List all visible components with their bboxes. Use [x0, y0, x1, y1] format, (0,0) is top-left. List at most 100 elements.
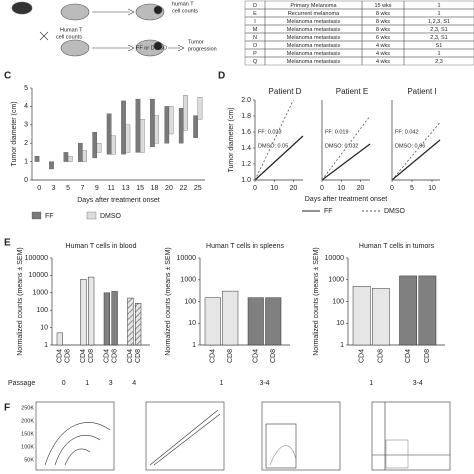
y-tick-label: 100 [36, 307, 48, 314]
flow-tick-label: 50K [24, 457, 34, 463]
y-tick-label: 1.0 [241, 177, 251, 184]
y-tick-label: 1000 [180, 277, 196, 284]
bar [121, 100, 126, 155]
legend-swatch [86, 211, 97, 220]
y-axis-label: Normalized counts (means ± SEM) [165, 247, 172, 356]
mouse-label: Human T [60, 27, 83, 33]
bar [80, 279, 87, 346]
x-tick-label: CD4 [80, 349, 87, 363]
flow-tick-label: 100K [21, 444, 34, 450]
table-text: 8 wks [376, 11, 390, 17]
bar [67, 155, 73, 162]
legend-swatch [31, 211, 42, 220]
x-tick-label: 10 [337, 185, 345, 192]
outcome-label: Tumor [188, 39, 204, 45]
chart-title: Human T cells in tumors [359, 243, 435, 250]
x-tick-label: CD8 [64, 349, 71, 363]
chart-title: Human T cells in blood [66, 243, 137, 250]
table-text: 2,3, S1 [430, 35, 447, 41]
mouse-label: cell counts [56, 34, 82, 40]
treatment-label: FF or DMSO [136, 45, 168, 51]
group-label: 1 [220, 380, 224, 387]
table-text: 2,3 [435, 59, 443, 65]
x-tick-label: 3 [52, 185, 56, 192]
chart-title: Human T cells in spleens [206, 243, 284, 250]
line [254, 99, 294, 181]
y-tick-label: 2.0 [241, 97, 251, 104]
y-tick-label: 3 [24, 122, 28, 129]
y-tick-label: 1.6 [241, 129, 251, 136]
y-tick-label: 1000 [328, 277, 344, 284]
y-tick-label: 1 [24, 158, 28, 165]
chart-title: Patient D [269, 87, 302, 96]
table-text: 4 wks [376, 59, 390, 65]
bar [150, 98, 155, 148]
annotation: FF: 0.042 [395, 129, 419, 135]
bar [103, 292, 110, 346]
y-tick-label: 100 [332, 298, 344, 305]
table-text: Recurrent melanoma [288, 11, 340, 17]
chart-title: Patient E [336, 87, 368, 96]
chart-title: Patient I [407, 87, 436, 96]
y-tick-label: 1.8 [241, 113, 251, 120]
group-label: 1 [369, 380, 373, 387]
annotation: DMSO: 0.06 [395, 143, 425, 149]
x-tick-label: 22 [179, 185, 187, 192]
table-text: 1 [437, 3, 440, 9]
table-text: 4 wks [376, 43, 390, 49]
y-axis-label: Normalized counts (means ± SEM) [313, 247, 320, 356]
table-text: O [253, 43, 258, 49]
table-text: N [253, 35, 257, 41]
legend-label: FF [324, 208, 333, 215]
x-axis-label: Days after treatment onset [77, 197, 160, 204]
table-text: 8 wks [376, 27, 390, 33]
table-text: S1 [436, 43, 443, 49]
bar [204, 297, 221, 346]
x-tick-label: CD8 [270, 349, 277, 363]
group-label: 1 [85, 380, 89, 387]
y-tick-label: 10 [40, 324, 48, 331]
y-tick-label: 2 [24, 140, 28, 147]
table-text: D [253, 3, 257, 9]
x-tick-label: 10 [270, 185, 278, 192]
group-label: 3 [109, 380, 113, 387]
annotation: DMSO: 0.05 [258, 143, 288, 149]
x-tick-label: 0 [320, 185, 324, 192]
group-title: Passage [8, 380, 35, 387]
x-tick-label: 0 [37, 185, 41, 192]
annotation: FF: 0.019 [325, 129, 349, 135]
table-text: 6 wks [376, 35, 390, 41]
x-tick-label: 9 [95, 185, 99, 192]
table-text: Melanoma metastasis [287, 59, 341, 65]
table-text: Melanoma metastasis [287, 19, 341, 25]
schematic [11, 1, 185, 57]
x-tick-label: CD8 [227, 349, 234, 363]
table-text: Melanoma metastasis [287, 27, 341, 33]
bar [222, 290, 239, 346]
table-text: E [253, 11, 257, 17]
bar [154, 115, 160, 144]
bar [399, 275, 417, 346]
y-tick-label: 100000 [25, 255, 48, 262]
bar [96, 143, 102, 153]
x-tick-label: 10 [428, 185, 436, 192]
bar [82, 150, 87, 162]
group-label: 0 [62, 380, 66, 387]
outcome-label: progression [188, 46, 217, 52]
table-text: 8 wks [376, 19, 390, 25]
x-tick-label: CD8 [111, 349, 118, 363]
x-axis-label: Days after treatment onset [305, 196, 388, 203]
bar [34, 155, 40, 162]
panel-letter: D [218, 71, 225, 82]
bar [178, 108, 184, 144]
table-text: I [254, 19, 256, 25]
table-text: Q [253, 59, 258, 65]
bar [247, 297, 264, 346]
bar [352, 286, 371, 346]
bar [418, 275, 437, 346]
line [391, 139, 441, 181]
x-tick-label: 0 [390, 185, 394, 192]
group-label: 3-4 [259, 380, 269, 387]
x-tick-label: 0 [253, 185, 257, 192]
